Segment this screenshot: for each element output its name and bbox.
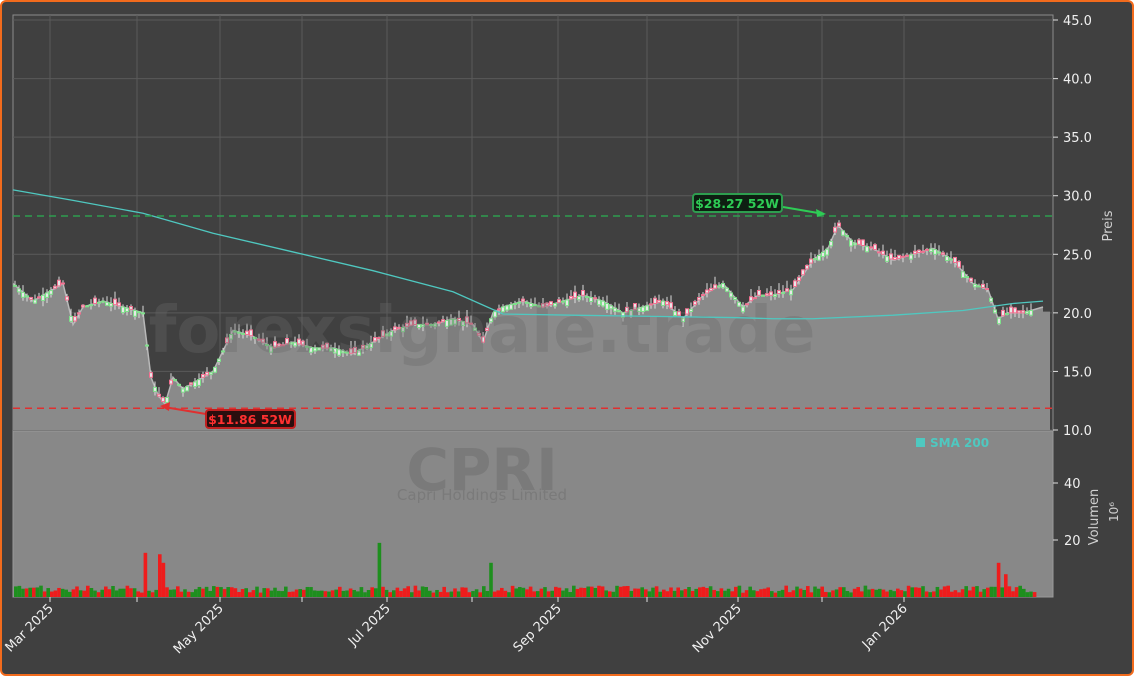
svg-text:Jan 2026: Jan 2026: [859, 601, 911, 653]
svg-text:15.0: 15.0: [1063, 365, 1092, 380]
svg-text:20.0: 20.0: [1063, 307, 1092, 322]
svg-text:20: 20: [1064, 534, 1081, 549]
price-axis: 45.0 40.0 35.0 30.0 25.0 20.0 15.0 10.0: [1053, 14, 1092, 439]
legend: SMA 200: [916, 436, 989, 450]
price-axis-label: Preis: [1101, 210, 1116, 241]
company-watermark: Capri Holdings Limited: [397, 486, 567, 504]
svg-text:35.0: 35.0: [1063, 131, 1092, 146]
legend-swatch-sma: [916, 438, 925, 447]
svg-text:40.0: 40.0: [1063, 73, 1092, 88]
volume-panel: [12, 430, 1054, 598]
x-axis: Mar 2025 May 2025 Jul 2025 Sep 2025 Nov 2025…: [3, 597, 911, 657]
volume-unit-label: 10⁶: [1107, 502, 1121, 522]
volume-axis: 40 20: [1053, 477, 1081, 549]
svg-text:Mar 2025: Mar 2025: [3, 601, 57, 655]
low-52w-label: $11.86 52W: [208, 412, 292, 427]
svg-text:May 2025: May 2025: [171, 601, 227, 657]
ticker-watermark: CPRI: [406, 436, 557, 504]
svg-text:25.0: 25.0: [1063, 248, 1092, 263]
svg-text:30.0: 30.0: [1063, 190, 1092, 205]
svg-text:45.0: 45.0: [1063, 14, 1092, 29]
low-52w-annotation: $11.86 52W: [160, 402, 296, 429]
price-area: [13, 225, 1050, 430]
svg-text:10.0: 10.0: [1063, 424, 1092, 439]
svg-text:40: 40: [1064, 477, 1081, 492]
volume-bars: [14, 542, 1037, 597]
svg-text:Jul 2025: Jul 2025: [345, 601, 394, 650]
high-52w-label: $28.27 52W: [695, 196, 779, 211]
legend-label-sma: SMA 200: [930, 436, 989, 450]
sma-200-line: [12, 189, 1044, 320]
svg-text:Nov 2025: Nov 2025: [690, 601, 745, 656]
volume-axis-label: Volumen: [1087, 489, 1102, 546]
svg-text:Sep 2025: Sep 2025: [511, 601, 565, 655]
watermark: forexsignale.trade: [149, 294, 816, 368]
candlesticks: [13, 220, 1033, 406]
high-52w-annotation: $28.27 52W: [692, 193, 826, 217]
